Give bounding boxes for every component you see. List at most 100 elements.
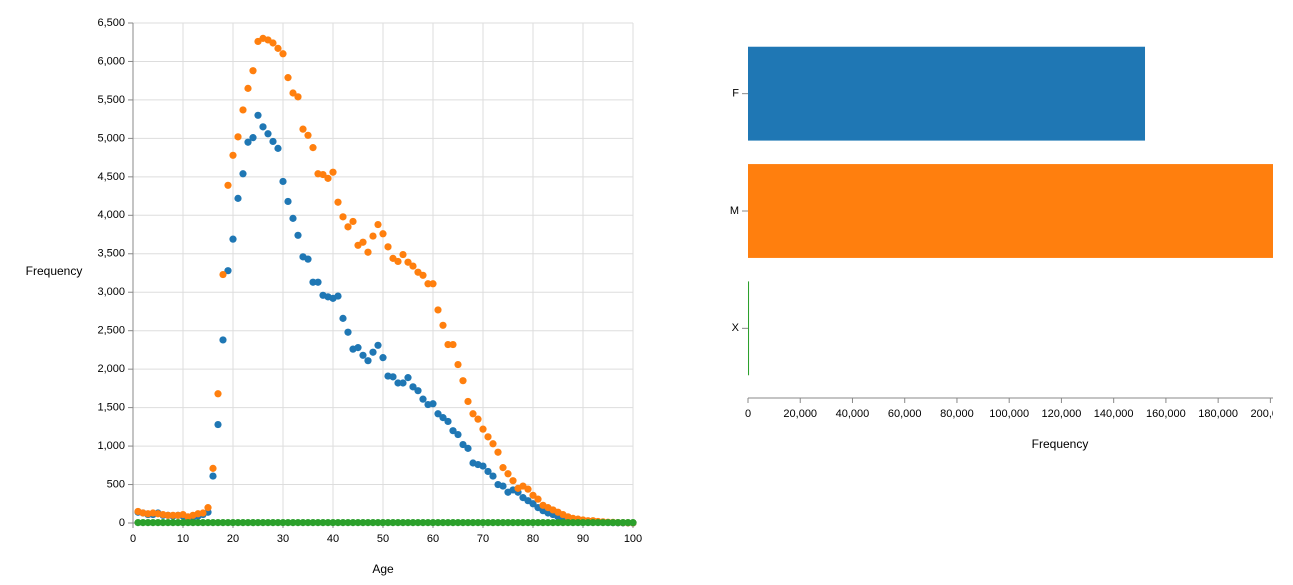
y-tick-label: 0 xyxy=(119,517,125,529)
point xyxy=(459,440,467,449)
point xyxy=(239,170,247,178)
point xyxy=(584,519,592,527)
x-tick-label: 90 xyxy=(577,533,589,545)
x-axis-label: Age xyxy=(372,562,394,576)
point xyxy=(209,464,217,472)
point xyxy=(314,519,322,527)
y-tick-label: F xyxy=(732,88,739,100)
y-tick-label: 3,500 xyxy=(97,248,125,260)
point xyxy=(299,519,307,527)
y-tick-label: 5,500 xyxy=(97,94,125,106)
point xyxy=(144,519,152,527)
point xyxy=(304,131,312,139)
point xyxy=(459,519,467,527)
point xyxy=(354,344,362,352)
point xyxy=(339,519,347,527)
point xyxy=(399,250,407,259)
point xyxy=(589,519,597,527)
point xyxy=(524,519,532,527)
point xyxy=(329,519,337,527)
x-tick-label: 40,000 xyxy=(836,408,870,420)
point xyxy=(239,106,247,114)
point xyxy=(469,519,477,527)
point xyxy=(249,519,257,527)
point xyxy=(384,243,392,251)
point xyxy=(309,519,317,527)
x-tick-label: 50 xyxy=(377,533,389,545)
point xyxy=(499,519,507,527)
point xyxy=(344,519,352,527)
point xyxy=(454,519,462,527)
y-tick-label: 6,000 xyxy=(97,55,125,67)
point xyxy=(604,519,612,527)
y-tick-label: X xyxy=(732,322,740,334)
point xyxy=(284,519,292,527)
x-tick-label: 80 xyxy=(527,533,539,545)
point xyxy=(609,519,617,527)
x-tick-label: 120,000 xyxy=(1042,408,1082,420)
point xyxy=(419,519,427,527)
point xyxy=(394,519,402,527)
point xyxy=(399,379,407,387)
point xyxy=(294,231,302,239)
point xyxy=(334,198,342,206)
point xyxy=(419,395,427,403)
point xyxy=(224,519,232,527)
point xyxy=(414,387,422,395)
point xyxy=(489,472,497,480)
point xyxy=(474,415,482,423)
point xyxy=(244,519,252,527)
point xyxy=(479,425,487,433)
point xyxy=(464,397,472,406)
x-tick-label: 20 xyxy=(227,533,239,545)
point xyxy=(359,238,367,246)
x-tick-label: 20,000 xyxy=(783,408,817,420)
point xyxy=(449,340,457,349)
point xyxy=(334,292,342,300)
point xyxy=(269,519,277,527)
point xyxy=(294,519,302,527)
point xyxy=(379,354,387,362)
point xyxy=(244,84,252,92)
point xyxy=(339,213,347,221)
point xyxy=(469,410,477,418)
point xyxy=(249,134,257,142)
point xyxy=(364,519,372,527)
point xyxy=(479,519,487,527)
point xyxy=(439,414,447,422)
point xyxy=(289,214,297,222)
point xyxy=(514,519,522,527)
point xyxy=(534,519,542,527)
point xyxy=(289,519,297,527)
x-tick-label: 0 xyxy=(745,408,751,420)
point xyxy=(379,230,387,238)
point xyxy=(429,519,437,527)
point xyxy=(379,519,387,527)
point xyxy=(444,340,452,349)
point xyxy=(364,357,372,365)
point xyxy=(404,258,412,266)
x-tick-label: 0 xyxy=(130,533,136,545)
x-tick-label: 70 xyxy=(477,533,489,545)
point xyxy=(234,194,242,202)
point xyxy=(424,280,432,288)
point xyxy=(529,500,537,508)
point xyxy=(404,519,412,527)
point xyxy=(319,170,327,179)
point xyxy=(284,197,292,206)
x-tick-label: 100,000 xyxy=(989,408,1029,420)
point xyxy=(299,125,307,133)
point xyxy=(209,519,217,527)
point xyxy=(549,519,557,527)
point xyxy=(444,519,452,527)
point xyxy=(294,93,302,101)
point xyxy=(614,519,622,527)
point xyxy=(164,511,172,519)
point xyxy=(519,519,527,527)
point xyxy=(569,519,577,527)
point xyxy=(229,519,237,527)
x-tick-label: 60,000 xyxy=(888,408,922,420)
point xyxy=(279,50,287,58)
point xyxy=(474,519,482,527)
point xyxy=(214,519,222,527)
